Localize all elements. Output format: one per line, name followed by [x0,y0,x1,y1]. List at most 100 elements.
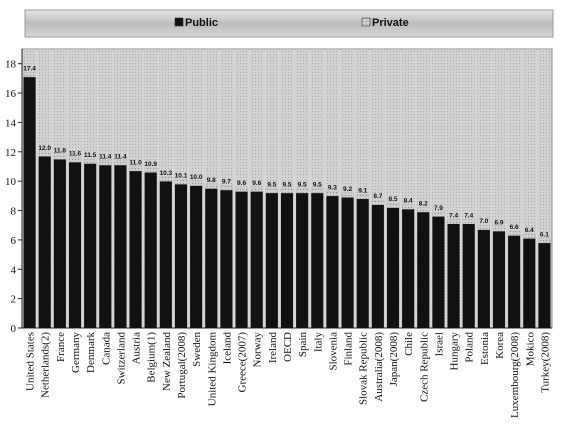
bar-private [447,219,460,224]
x-tick-label: Finland [343,332,355,366]
bar-private [220,185,233,191]
total-label: 8.5 [388,196,397,203]
bar-private [250,186,264,192]
bar-public [53,159,66,328]
bar-private [432,211,445,217]
total-label: 10.0 [190,174,203,181]
y-tick-label: 4 [11,264,17,276]
bar-private [129,166,142,172]
x-tick-label: Canada [100,332,112,365]
x-tick-label: Turkey(2008) [539,332,551,393]
x-tick-label: Mokico [524,332,536,367]
y-tick-label: 18 [5,59,17,71]
bar-public [538,242,551,328]
x-tick-label: Israel [433,332,445,356]
bar-public [144,172,157,328]
total-label: 9.5 [298,182,307,189]
bar-private [386,202,400,208]
bar-private [83,158,97,164]
total-label: 9.8 [207,177,216,184]
bar-public [326,195,339,328]
legend-label: Private [372,17,409,29]
bar-public [492,231,506,328]
x-tick-label: New Zealand [161,332,173,391]
bar-private [341,192,354,198]
x-tick-label: Australia(2008) [373,332,385,402]
bar-public [371,204,384,328]
bar-private [522,233,536,239]
total-label: 12.0 [38,145,51,152]
total-label: 9.2 [343,186,352,193]
x-tick-label: Germany [70,332,82,373]
total-label: 8.4 [404,198,413,205]
bar-private [280,188,294,194]
x-tick-label: Denmark [85,332,97,373]
bar-private [401,204,415,210]
bar-public [508,235,521,328]
legend-label: Public [185,17,218,29]
bar-private [98,160,112,166]
bar-public [432,216,445,328]
total-label: 9.3 [328,184,337,191]
total-label: 11.4 [99,154,112,161]
total-label: 10.3 [160,170,173,177]
bar-public [174,184,188,328]
x-tick-label: Poland [464,332,476,363]
total-label: 9.6 [252,180,261,187]
x-tick-label: Slovak Republic [358,332,370,405]
x-tick-label: Luxembourg(2008) [509,332,521,418]
x-tick-label: Japan(2008) [388,332,400,387]
x-tick-label: Korea [494,332,506,359]
bar-private [159,176,173,182]
bar-public [523,238,536,328]
x-tick-label: Spain [297,332,309,358]
total-label: 9.7 [222,179,231,186]
total-label: 10.1 [175,173,188,180]
x-tick-label: France [55,332,67,362]
total-label: 11.6 [69,151,82,158]
bar-private [265,188,279,194]
y-tick-label: 0 [11,323,17,335]
total-label: 7.0 [479,218,488,225]
bar-public [447,223,460,328]
x-tick-label: Estonia [479,332,491,365]
x-tick-label: Hungary [449,332,461,371]
bar-public [23,76,36,329]
bar-public [38,156,51,328]
bar-private [235,186,248,192]
x-tick-label: Belgium(1) [146,332,158,383]
total-label: 6.9 [494,220,503,227]
total-label: 7.4 [449,212,458,219]
bar-private [204,183,218,189]
bar-public [356,198,369,328]
bar-private [310,188,324,194]
legend-swatch [361,17,371,27]
bar-public [265,192,278,328]
legend-box [24,9,554,38]
legend-swatch [174,17,184,27]
bar-private [507,230,521,236]
legend: Public Private [174,17,409,29]
total-label: 9.1 [358,187,367,194]
bar-private [23,72,36,78]
y-tick-label: 10 [5,176,17,188]
bar-private [68,157,82,163]
bar-private [53,154,67,160]
bar-public [311,192,324,328]
bar-public [280,192,294,328]
x-tick-label: Chile [403,332,415,356]
bar-public [99,165,112,328]
x-tick-label: Greece(2007) [237,332,249,393]
total-label: 11.5 [84,152,97,159]
total-label: 9.5 [313,182,322,189]
total-label: 11.4 [114,154,127,161]
total-label: 9.5 [267,182,276,189]
total-label: 6.6 [510,224,519,231]
bar-private [295,188,309,194]
total-label: 17.4 [23,65,36,72]
bar-public [417,211,430,328]
bar-public [235,191,248,328]
x-tick-label: Netherlands(2) [40,332,52,398]
x-tick-label: United States [25,332,37,391]
